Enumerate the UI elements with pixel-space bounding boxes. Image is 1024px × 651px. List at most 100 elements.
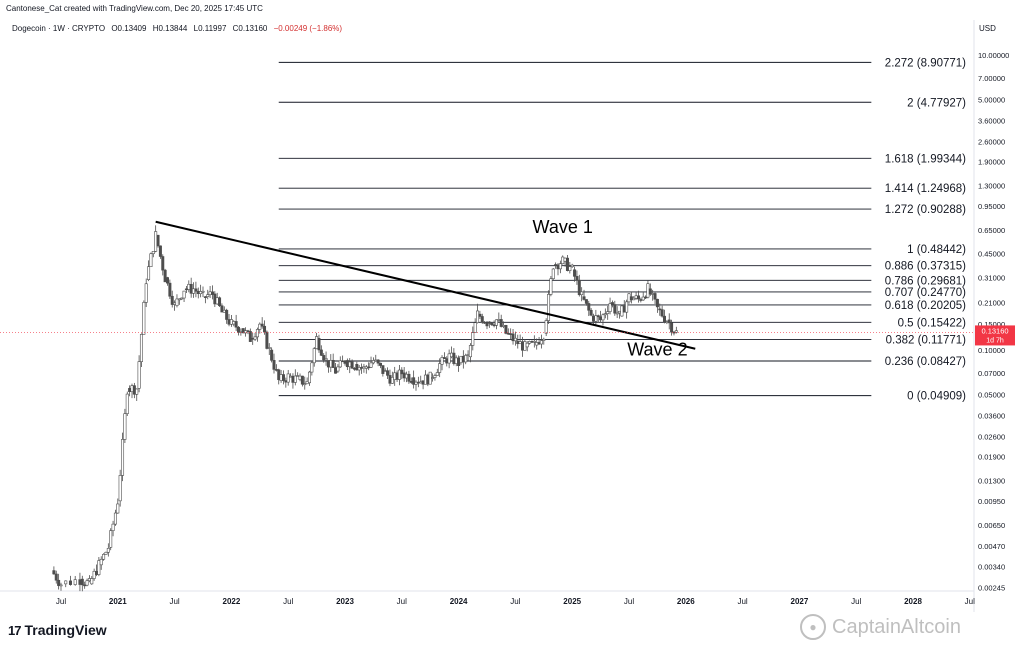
candle-body	[291, 375, 295, 383]
candle-body	[357, 367, 361, 371]
candle-body	[573, 269, 577, 277]
price-tick-label: 0.01300	[978, 477, 1005, 486]
watermark-text: CaptainAltcoin	[832, 615, 961, 638]
candle-body	[634, 295, 638, 299]
candle-body	[151, 251, 155, 255]
candle-body	[362, 366, 366, 369]
candle-body	[130, 385, 134, 393]
candle-body	[192, 288, 196, 294]
time-tick-label: 2027	[791, 597, 809, 606]
candle-body	[565, 257, 569, 271]
candle-body	[452, 352, 456, 364]
price-tick-label: 0.10000	[978, 346, 1005, 355]
candle-body	[601, 314, 605, 321]
time-tick-label: Jul	[851, 597, 861, 606]
candle-body	[322, 355, 326, 361]
price-tick-label: 0.00470	[978, 542, 1005, 551]
candle-body	[300, 375, 304, 385]
candle-body	[575, 276, 579, 281]
time-tick-label: 2024	[450, 597, 468, 606]
symbol-name[interactable]: Dogecoin · 1W · CRYPTO	[12, 24, 106, 33]
candle-body	[535, 342, 539, 346]
fib-label: 0.786 (0.29681)	[885, 275, 966, 287]
candle-body	[665, 321, 669, 323]
tradingview-mark-icon: 17	[8, 622, 22, 638]
candle-body	[374, 359, 378, 362]
candle-body	[123, 413, 127, 440]
fib-label: 2 (4.77927)	[907, 97, 966, 109]
candle-body	[516, 340, 520, 345]
candle-body	[258, 323, 262, 330]
candle-body	[156, 234, 160, 247]
ohlc-close: C0.13160	[232, 24, 268, 33]
candle-body	[629, 296, 633, 301]
candle-body	[622, 305, 626, 313]
candle-body	[400, 369, 404, 375]
candle-body	[284, 380, 288, 383]
candle-body	[674, 330, 678, 333]
price-tick-label: 0.65000	[978, 226, 1005, 235]
tradingview-logo[interactable]: 17 TradingView	[8, 622, 107, 638]
candle-body	[580, 291, 584, 296]
price-axis[interactable]: 10.00000 7.00000 5.00000 3.60000 2.60000 1.90…	[978, 51, 1009, 593]
candle-body	[532, 340, 536, 343]
candle-body	[116, 503, 120, 514]
candle-body	[194, 288, 198, 292]
candle-body	[149, 253, 153, 268]
watermark: ● CaptainAltcoin	[800, 614, 961, 640]
candle-body	[639, 299, 643, 301]
candle-body	[606, 311, 610, 314]
candle-body	[206, 294, 210, 297]
candle-body	[281, 374, 285, 381]
candle-body	[307, 371, 311, 384]
candle-body	[582, 296, 586, 300]
candle-body	[215, 297, 219, 305]
candle-body	[459, 355, 463, 364]
candle-body	[334, 367, 338, 374]
candle-body	[651, 293, 655, 295]
candle-body	[506, 332, 510, 335]
candle-body	[367, 366, 371, 369]
candle-body	[428, 371, 432, 385]
candle-body	[523, 341, 527, 351]
candle-body	[102, 554, 106, 560]
tradingview-logo-text: TradingView	[24, 622, 107, 638]
candle-body	[615, 312, 619, 315]
candle-body	[218, 297, 222, 307]
candle-body	[667, 319, 671, 324]
candle-body	[499, 319, 503, 327]
candle-body	[473, 322, 477, 333]
symbol-info: Dogecoin · 1W · CRYPTO O0.13409 H0.13844…	[12, 24, 342, 33]
fib-label: 2.272 (8.90771)	[885, 57, 966, 69]
time-tick-label: 2028	[904, 597, 922, 606]
candle-body	[52, 570, 56, 575]
time-axis[interactable]: Jul 2021 Jul 2022 Jul 2023 Jul 2024 Jul 2025 Jul 20…	[56, 597, 975, 606]
candle-body	[561, 256, 565, 264]
candle-body	[525, 342, 529, 348]
candle-body	[672, 331, 676, 334]
candle-body	[132, 385, 136, 395]
candle-body	[485, 322, 489, 327]
candles	[52, 225, 678, 592]
candle-body	[350, 361, 354, 369]
fib-label: 1.414 (1.24968)	[885, 183, 966, 195]
trendline-group[interactable]	[155, 220, 696, 350]
candle-body	[662, 315, 666, 323]
time-tick-label: Jul	[737, 597, 747, 606]
candle-body	[528, 341, 532, 344]
candle-body	[483, 321, 487, 324]
candle-body	[407, 373, 411, 382]
candle-body	[530, 341, 534, 343]
candle-body	[466, 354, 470, 356]
currency-label[interactable]: USD	[979, 24, 996, 33]
candle-body	[378, 362, 382, 366]
time-tick-label: Jul	[397, 597, 407, 606]
price-tick-label: 0.01900	[978, 452, 1005, 461]
candle-body	[173, 302, 177, 305]
candle-body	[487, 321, 491, 324]
price-tick-label: 1.90000	[978, 157, 1005, 166]
candle-body	[371, 360, 375, 364]
candle-body	[518, 341, 522, 345]
price-tick-label: 0.02600	[978, 432, 1005, 441]
